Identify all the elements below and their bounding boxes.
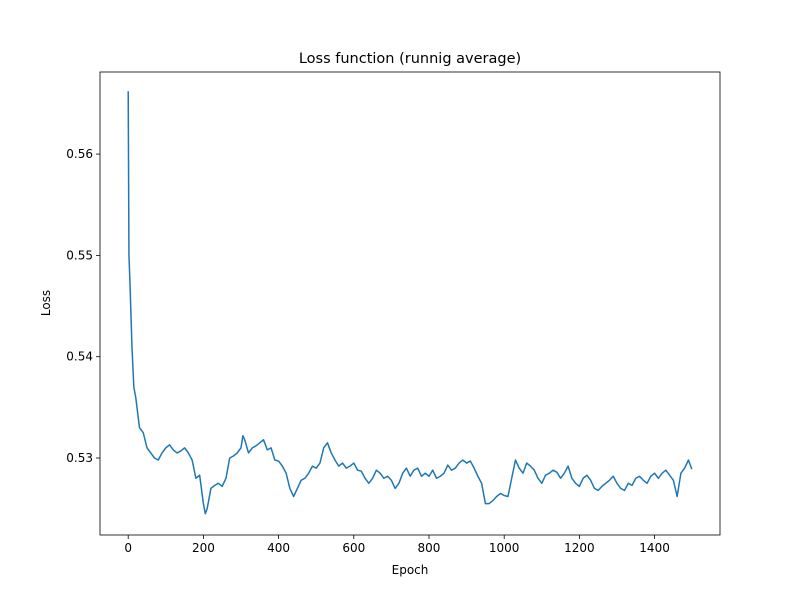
- y-tick-label: 0.53: [66, 451, 93, 465]
- x-tick-label: 600: [342, 541, 365, 555]
- x-tick-label: 800: [418, 541, 441, 555]
- data-line: [127, 91, 693, 515]
- x-tick-label: 200: [192, 541, 215, 555]
- x-axis-label: Epoch: [392, 563, 429, 577]
- x-tick-label: 1400: [639, 541, 670, 555]
- y-tick-label: 0.56: [66, 147, 93, 161]
- plot-frame: [99, 71, 721, 536]
- chart-title: Loss function (runnig average): [299, 51, 521, 67]
- y-axis-label: Loss: [39, 290, 53, 316]
- x-tick-label: 1200: [564, 541, 595, 555]
- x-tick-label: 400: [267, 541, 290, 555]
- x-tick-label: 0: [124, 541, 132, 555]
- y-tick-label: 0.55: [66, 248, 93, 262]
- x-tick-label: 1000: [489, 541, 520, 555]
- y-tick-label: 0.54: [66, 350, 93, 364]
